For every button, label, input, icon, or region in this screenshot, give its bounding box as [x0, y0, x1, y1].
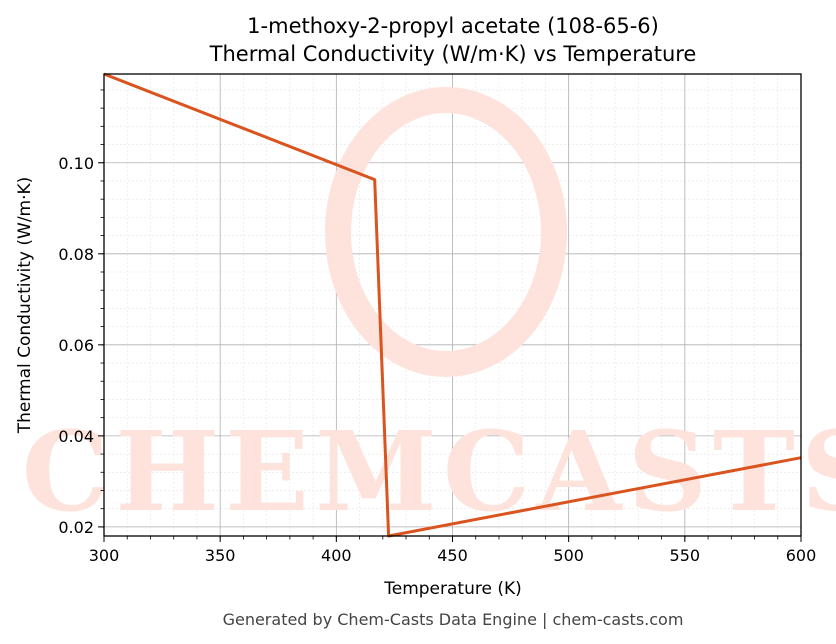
series-line [103, 72, 802, 538]
chart-title: 1-methoxy-2-propyl acetate (108-65-6) [247, 14, 659, 38]
footer-credit: Generated by Chem-Casts Data Engine | ch… [223, 610, 684, 629]
x-tick-label: 400 [321, 546, 352, 565]
series-layer [103, 72, 802, 538]
y-axis-label: Thermal Conductivity (W/m·K) [15, 177, 35, 435]
x-axis-label: Temperature (K) [383, 579, 522, 599]
x-tick-label: 450 [437, 546, 468, 565]
y-tick-label: 0.04 [58, 427, 94, 446]
y-tick-label: 0.08 [58, 245, 94, 264]
chart-subtitle: Thermal Conductivity (W/m·K) vs Temperat… [209, 42, 697, 66]
x-tick-label: 550 [670, 546, 701, 565]
x-tick-label: 300 [89, 546, 120, 565]
axis-ticks [98, 89, 802, 542]
y-tick-label: 0.06 [58, 336, 94, 355]
x-tick-label: 350 [205, 546, 236, 565]
y-tick-labels: 0.02 0.04 0.06 0.08 0.10 [58, 154, 94, 537]
y-tick-label: 0.02 [58, 518, 94, 537]
x-tick-label: 600 [786, 546, 817, 565]
watermark-ring [325, 87, 567, 377]
watermark-text: CHEMCASTS [22, 407, 836, 536]
x-tick-label: 500 [553, 546, 584, 565]
y-tick-label: 0.10 [58, 154, 94, 173]
x-tick-labels: 300 350 400 450 500 550 600 [89, 546, 817, 565]
watermark-logo: CHEMCASTS [22, 87, 836, 536]
